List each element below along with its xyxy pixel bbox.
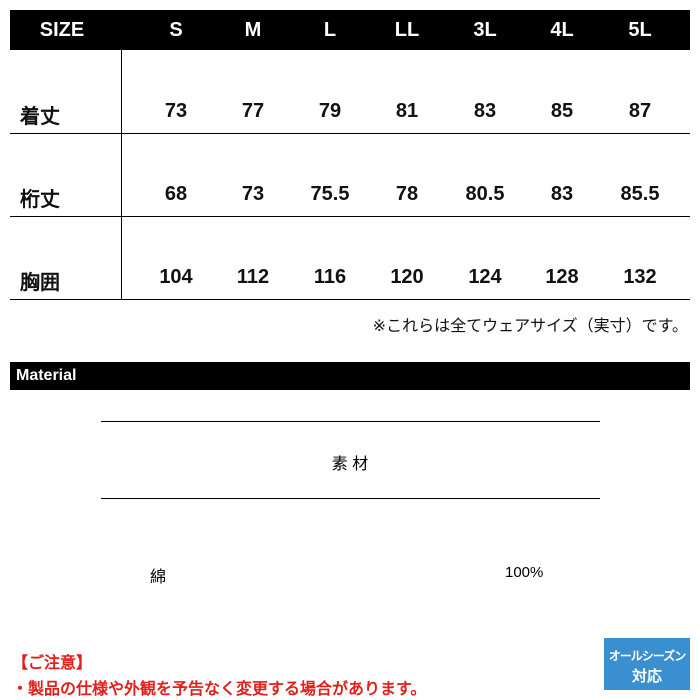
cell: 73 <box>241 183 265 205</box>
cell: 128 <box>545 266 579 288</box>
cell: 79 <box>318 100 342 122</box>
badge-line2: 対応 <box>631 668 662 685</box>
cell: 75.5 <box>310 183 350 205</box>
size-header: 3L <box>473 19 497 41</box>
size-note: ※これらは全てウェアサイズ（実寸）です。 <box>372 318 688 335</box>
cell: 132 <box>623 266 657 288</box>
size-header: S <box>169 19 183 41</box>
size-header: LL <box>394 19 420 41</box>
row-line <box>10 216 690 217</box>
material-ratio: 100% <box>505 564 544 581</box>
season-badge: オールシーズン 対応 <box>604 638 690 690</box>
material-line <box>101 498 600 499</box>
cell: 116 <box>313 266 347 288</box>
cell: 73 <box>164 100 188 122</box>
row-label: 着丈 <box>20 106 60 128</box>
cell: 120 <box>390 266 424 288</box>
cell: 112 <box>236 266 270 288</box>
cell: 78 <box>395 183 419 205</box>
caution-text: ・製品の仕様や外観を予告なく変更する場合があります。 <box>12 681 427 698</box>
material-bar <box>10 362 690 390</box>
material-line <box>101 421 600 422</box>
size-header-bar <box>10 10 690 50</box>
material-name: 綿 <box>150 569 167 586</box>
cell: 87 <box>628 100 652 122</box>
row-label: 桁丈 <box>20 189 60 211</box>
size-header: M <box>244 19 262 41</box>
material-title: Material <box>16 367 77 384</box>
cell: 85.5 <box>620 183 660 205</box>
row-label: 胸囲 <box>20 272 60 294</box>
cell: 104 <box>159 266 193 288</box>
cell: 77 <box>241 100 265 122</box>
size-header: L <box>323 19 337 41</box>
size-header: 4L <box>550 19 574 41</box>
material-column-header: 素 材 <box>331 456 369 473</box>
row-line <box>10 133 690 134</box>
cell: 80.5 <box>465 183 505 205</box>
size-header-label: SIZE <box>39 19 85 41</box>
caution-title: 【ご注意】 <box>12 655 93 672</box>
cell: 83 <box>550 183 574 205</box>
cell: 124 <box>468 266 502 288</box>
row-line <box>10 299 690 300</box>
cell: 85 <box>550 100 574 122</box>
badge-line1: オールシーズン <box>608 649 686 663</box>
column-divider <box>121 50 122 299</box>
cell: 81 <box>395 100 419 122</box>
cell: 83 <box>473 100 497 122</box>
cell: 68 <box>164 183 188 205</box>
size-header: 5L <box>628 19 652 41</box>
